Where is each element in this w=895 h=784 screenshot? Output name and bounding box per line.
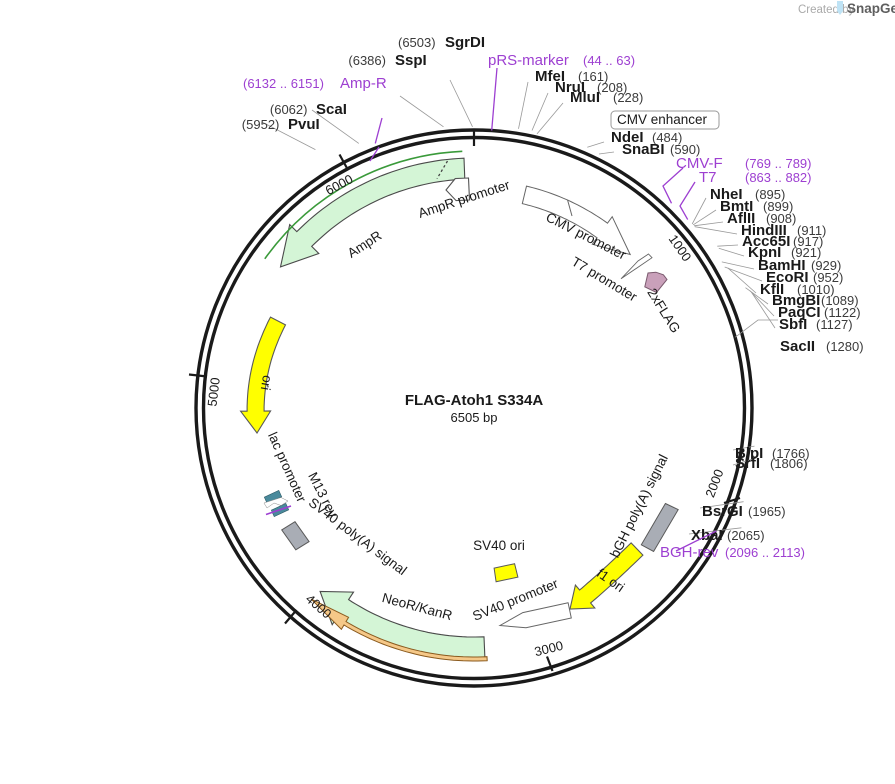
svg-text:SacII: SacII [780,338,815,355]
svg-text:BsrGI: BsrGI [702,503,743,520]
svg-text:(1127): (1127) [816,317,853,332]
svg-text:SnapGene: SnapGene [847,1,895,16]
svg-text:ScaI: ScaI [316,101,347,118]
svg-text:SrfI: SrfI [735,455,760,472]
svg-text:3000: 3000 [533,638,565,660]
svg-text:(6132 .. 6151): (6132 .. 6151) [243,76,324,91]
svg-text:(5952): (5952) [242,117,280,132]
svg-text:(2096 .. 2113): (2096 .. 2113) [725,545,805,560]
svg-text:(1280): (1280) [826,339,864,354]
svg-text:T7: T7 [699,169,717,186]
svg-text:(863 .. 882): (863 .. 882) [745,170,812,185]
svg-text:CMV enhancer: CMV enhancer [617,112,708,127]
svg-text:2000: 2000 [702,467,726,499]
svg-text:SnaBI: SnaBI [622,141,665,158]
svg-text:(2065): (2065) [727,528,765,543]
svg-text:1000: 1000 [666,232,695,264]
svg-text:(769 .. 789): (769 .. 789) [745,156,812,171]
svg-text:5000: 5000 [205,377,223,407]
svg-text:SgrDI: SgrDI [445,34,485,51]
svg-text:PvuI: PvuI [288,116,320,133]
svg-text:2xFLAG: 2xFLAG [644,286,683,336]
svg-text:SV40 poly(A) signal: SV40 poly(A) signal [306,495,410,578]
svg-text:FLAG-Atoh1 S334A: FLAG-Atoh1 S334A [405,392,544,409]
svg-text:MluI: MluI [570,89,600,106]
svg-text:SbfI: SbfI [779,316,807,333]
svg-text:(1806): (1806) [770,456,808,471]
svg-text:(6062): (6062) [270,102,308,117]
svg-text:Amp-R: Amp-R [340,75,387,92]
svg-text:SV40 ori: SV40 ori [473,538,525,553]
svg-text:(6503): (6503) [398,35,436,50]
svg-text:(228): (228) [613,90,643,105]
svg-text:NeoR/KanR: NeoR/KanR [380,590,454,623]
svg-text:ori: ori [258,374,275,391]
svg-text:BGH-rev: BGH-rev [660,544,719,561]
svg-text:(6386): (6386) [348,53,386,68]
svg-text:AmpR: AmpR [345,228,385,261]
svg-text:SspI: SspI [395,52,427,69]
svg-text:(44 .. 63): (44 .. 63) [583,53,635,68]
svg-text:(1965): (1965) [748,504,786,519]
svg-text:T7 promoter: T7 promoter [569,254,640,305]
svg-text:pRS-marker: pRS-marker [488,52,569,69]
svg-text:6505 bp: 6505 bp [451,410,498,425]
